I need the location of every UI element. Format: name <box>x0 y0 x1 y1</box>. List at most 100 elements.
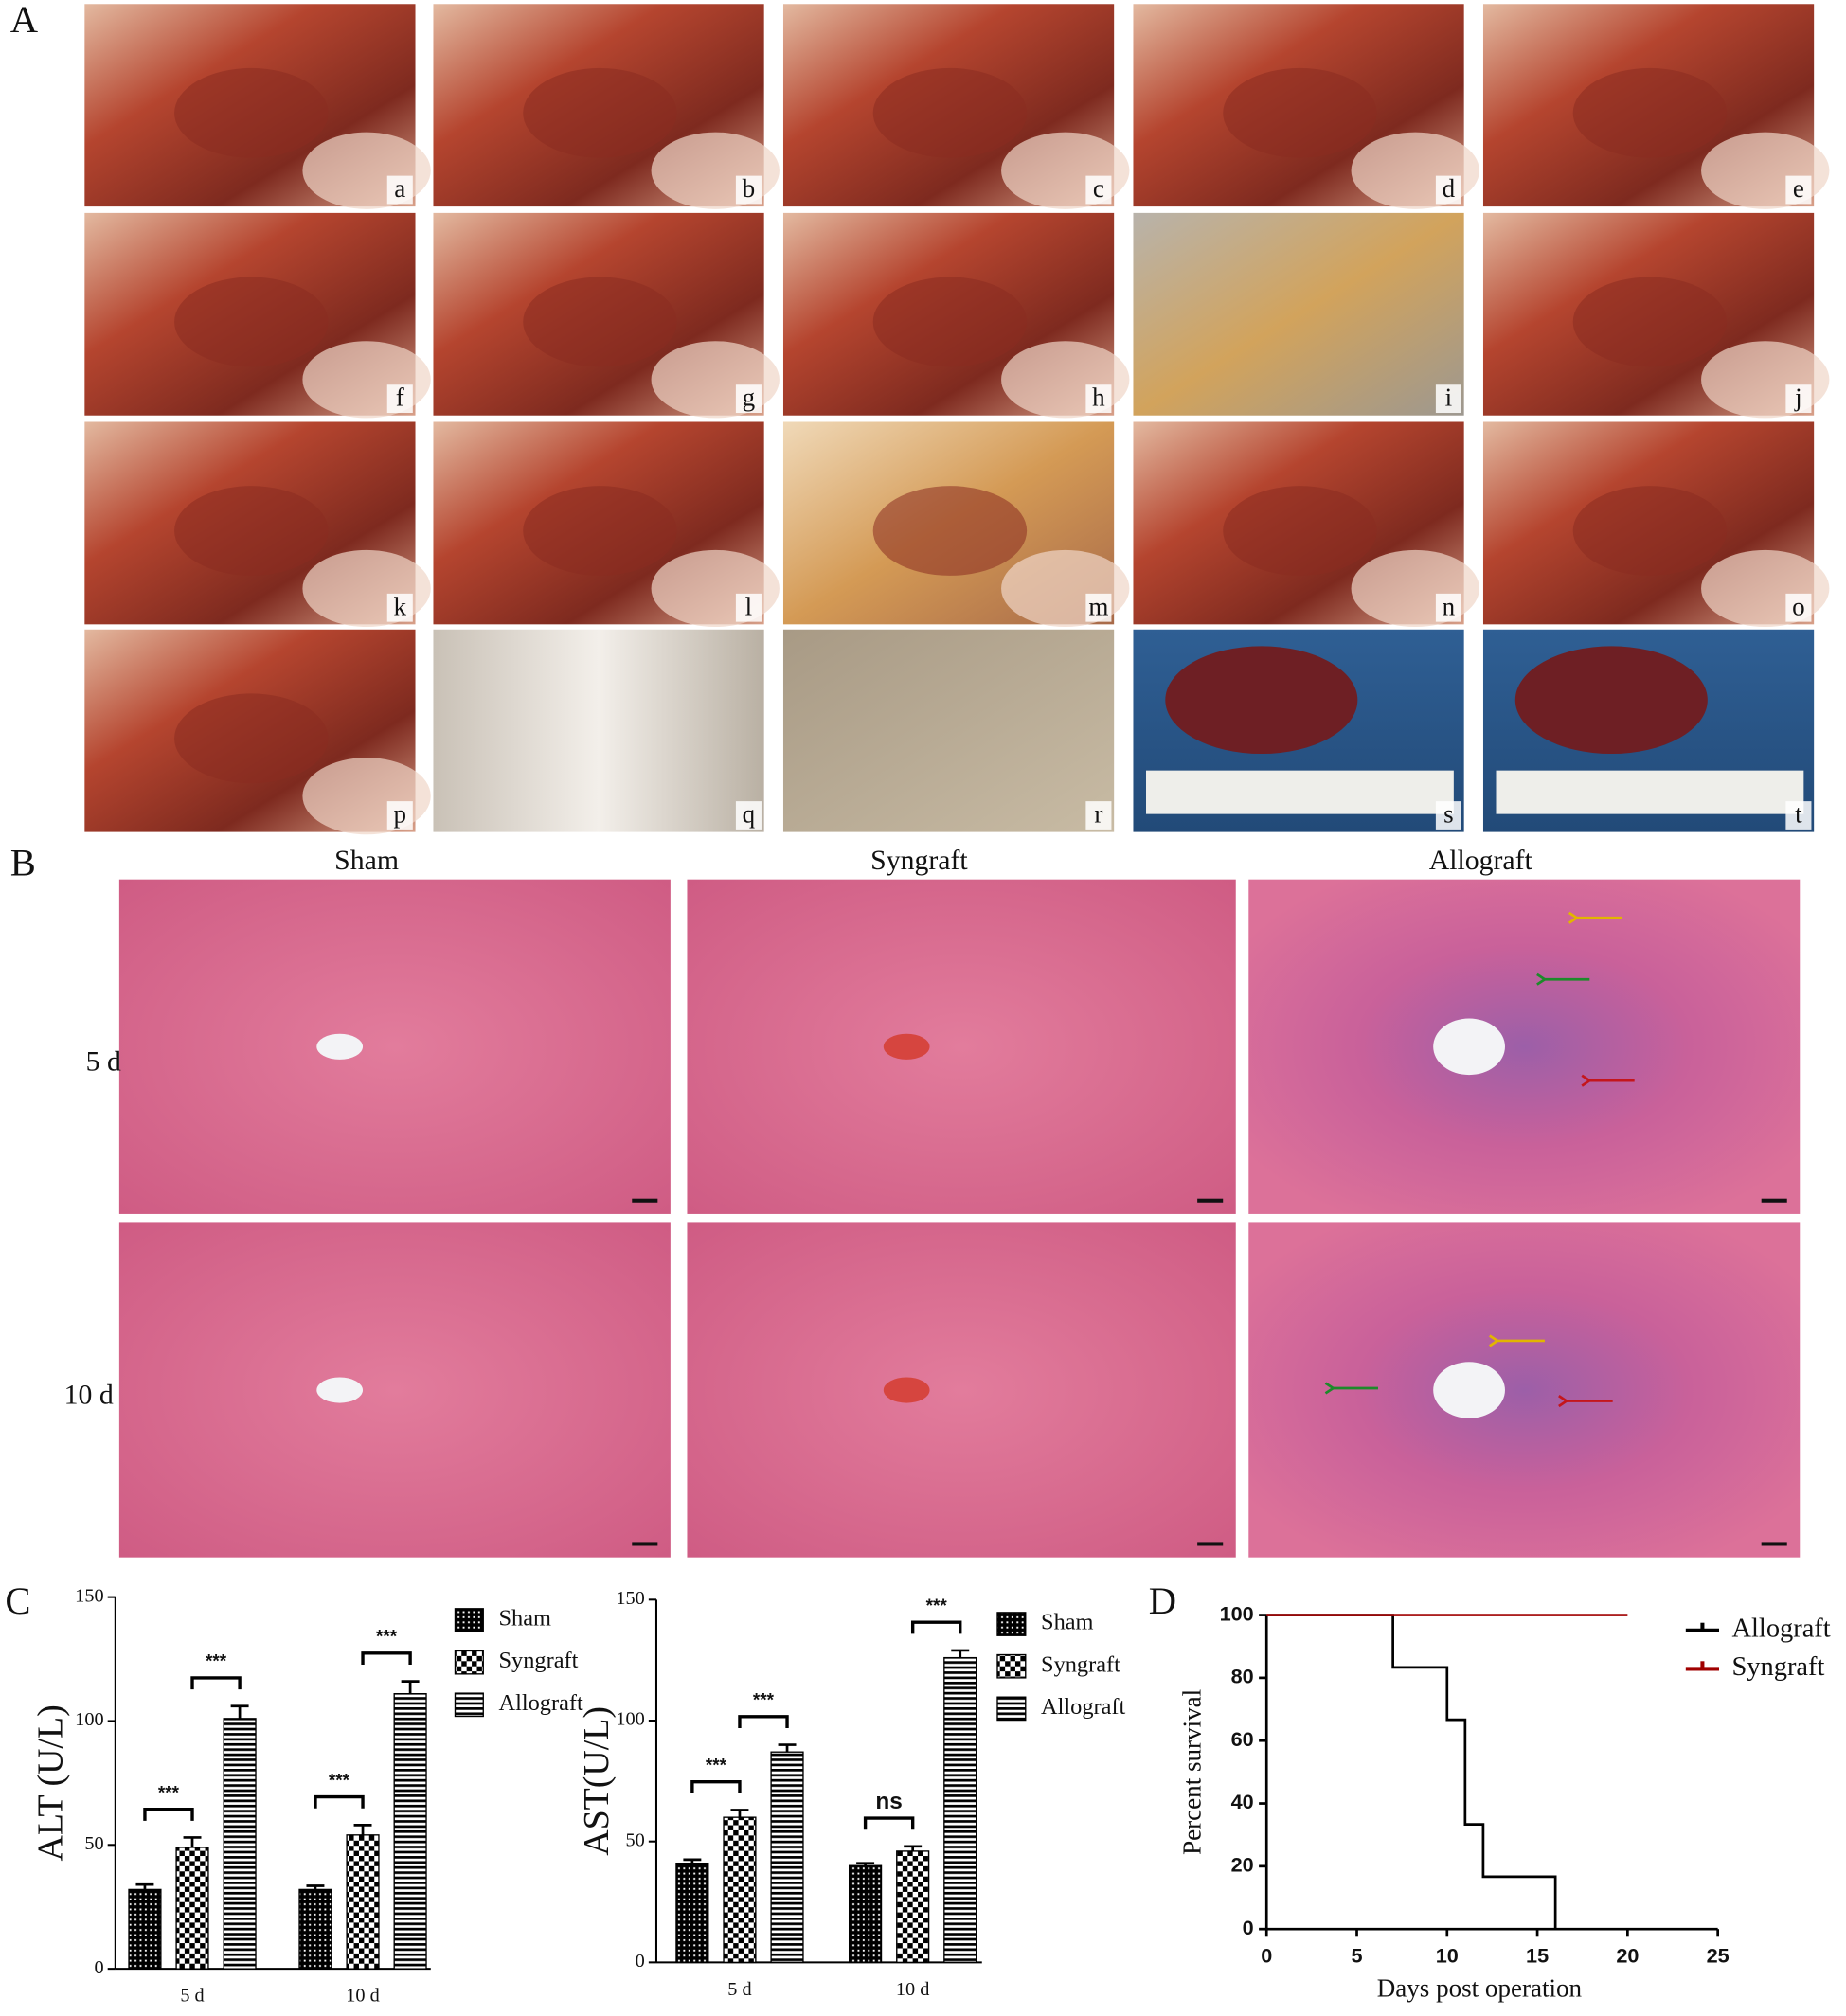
histology-image <box>687 1222 1236 1558</box>
photo-label: t <box>1795 800 1802 829</box>
legend-swatch <box>454 1692 484 1718</box>
histology-image <box>118 879 671 1214</box>
vessel <box>883 1033 930 1060</box>
x-tick-label: 0 <box>1261 1944 1272 1968</box>
photo-label: h <box>1092 384 1105 412</box>
x-tick-label: 25 <box>1707 1944 1730 1968</box>
arrow-head <box>1568 911 1580 924</box>
x-tick-label: 5 d <box>180 1986 204 2007</box>
organ <box>1572 67 1728 158</box>
photo-label: p <box>394 800 407 829</box>
y-axis-label: ALT (U/L) <box>31 1704 71 1861</box>
organ <box>523 486 677 576</box>
y-tick-label: 50 <box>625 1829 644 1850</box>
bar <box>128 1888 162 1970</box>
photo-label-bg <box>1435 384 1461 414</box>
significance-label: *** <box>926 1597 948 1616</box>
photo-label: a <box>394 174 405 203</box>
x-tick-label: 5 <box>1351 1944 1362 1968</box>
y-tick-label: 0 <box>1243 1916 1254 1939</box>
y-tick-label: 150 <box>616 1588 644 1609</box>
significance-bracket <box>690 1780 742 1793</box>
photo-label-bg <box>386 593 413 622</box>
y-tick-label: 100 <box>616 1709 644 1730</box>
organ <box>174 67 329 158</box>
scale-bar <box>1761 1198 1787 1203</box>
legend-label: Syngraft <box>1732 1652 1825 1682</box>
x-tick-label: 10 d <box>346 1986 380 2007</box>
vessel <box>316 1033 364 1060</box>
scale-bar <box>632 1198 658 1203</box>
bar <box>175 1847 209 1970</box>
photo-label: j <box>1794 384 1802 412</box>
photo-label: s <box>1443 800 1454 829</box>
photo-label: e <box>1793 174 1804 203</box>
legend-label: Syngraft <box>499 1648 579 1673</box>
organ <box>872 277 1028 367</box>
histology-image <box>118 1222 671 1558</box>
legend-swatch <box>454 1650 484 1675</box>
y-tick-label: 40 <box>1231 1790 1254 1813</box>
y-tick-label: 20 <box>1231 1853 1254 1877</box>
organ <box>174 693 329 784</box>
column-header: Syngraft <box>870 845 968 876</box>
arrow-head <box>1324 1382 1336 1395</box>
arrow-head <box>1558 1395 1569 1408</box>
bar <box>223 1718 257 1970</box>
row-label: 5 d <box>86 1045 121 1077</box>
scale-bar <box>1197 1542 1224 1546</box>
y-tick-label: 50 <box>84 1833 103 1854</box>
organ <box>1572 486 1728 576</box>
legend-label: Sham <box>499 1606 552 1632</box>
photo-label-bg <box>386 801 413 830</box>
bar <box>723 1816 757 1964</box>
photo-label-bg <box>1085 593 1112 622</box>
panel-label: B <box>10 841 36 883</box>
legend-label: Syngraft <box>1041 1651 1120 1677</box>
legend-swatch <box>454 1608 484 1632</box>
photo-label: l <box>745 592 753 620</box>
significance-label: *** <box>158 1783 180 1803</box>
photo <box>782 629 1115 832</box>
y-tick-label: 100 <box>75 1709 103 1730</box>
photo-label: f <box>396 384 404 412</box>
arrow-head <box>1488 1334 1500 1347</box>
photo-label: q <box>743 800 756 829</box>
y-axis-label: AST(U/L) <box>577 1706 617 1856</box>
histology-image <box>1248 1222 1801 1558</box>
significance-label: *** <box>329 1771 350 1791</box>
significance-label: *** <box>376 1628 398 1648</box>
legend-label: Allograft <box>1732 1614 1831 1643</box>
y-tick-label: 0 <box>636 1951 645 1971</box>
x-tick-label: 15 <box>1526 1944 1549 1968</box>
scale-bar <box>1761 1542 1787 1546</box>
scale-bar <box>632 1542 658 1546</box>
x-tick-label: 10 d <box>896 1979 930 2000</box>
ruler <box>1146 770 1454 814</box>
photo-label-bg <box>735 384 762 414</box>
photo-label: n <box>1443 592 1456 620</box>
photo-label: r <box>1094 800 1102 829</box>
organ <box>1223 486 1377 576</box>
y-tick-label: 150 <box>75 1585 103 1606</box>
organ <box>174 486 329 576</box>
photo-label: d <box>1443 174 1456 203</box>
organ <box>523 67 677 158</box>
arrow-head <box>1536 972 1548 986</box>
significance-bracket <box>361 1651 412 1666</box>
photo-label-bg <box>1785 801 1812 830</box>
legend-swatch <box>996 1612 1027 1636</box>
photo-label: k <box>394 592 407 620</box>
bar <box>770 1751 804 1964</box>
photo-label-bg <box>1785 175 1812 205</box>
photo-label-bg <box>386 175 413 205</box>
organ <box>872 67 1028 158</box>
legend-swatch <box>996 1696 1027 1722</box>
histology-image <box>687 879 1236 1214</box>
significance-label: *** <box>706 1756 727 1775</box>
photo-label: m <box>1088 592 1108 620</box>
photo-label-bg <box>1785 593 1812 622</box>
legend-swatch <box>996 1653 1027 1679</box>
photo-label-bg <box>1785 384 1812 414</box>
column-header: Allograft <box>1429 845 1533 876</box>
